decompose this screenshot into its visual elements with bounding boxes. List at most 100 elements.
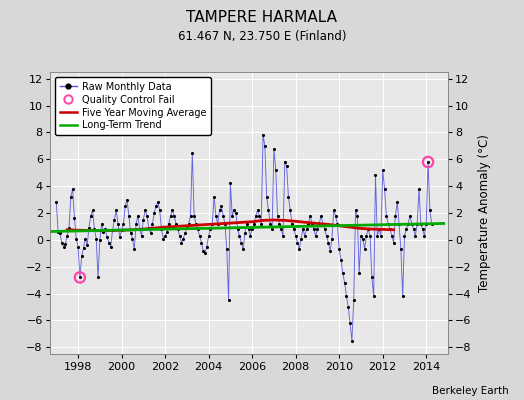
Point [221,220,229,227]
Point [358,235,367,242]
Point [290,226,298,232]
Point [402,226,410,232]
Point [161,233,169,239]
Point [90,226,99,232]
Point [417,220,425,227]
Point [72,235,81,242]
Point [166,212,174,219]
Point [75,274,84,281]
Point [297,235,305,242]
Point [206,226,215,232]
Point [400,233,409,239]
Point [263,194,271,200]
Point [319,220,327,227]
Point [184,220,193,227]
Point [317,212,325,219]
Point [344,304,353,310]
Point [293,239,302,246]
Point [228,212,236,219]
Point [282,163,291,169]
Point [105,239,113,246]
Point [213,220,222,227]
Point [86,212,95,219]
Point [361,246,369,252]
Point [246,233,255,239]
Legend: Raw Monthly Data, Quality Control Fail, Five Year Moving Average, Long-Term Tren: Raw Monthly Data, Quality Control Fail, … [54,77,211,135]
Point [411,233,420,239]
Text: TAMPERE HARMALA: TAMPERE HARMALA [187,10,337,25]
Point [110,216,118,223]
Point [409,226,418,232]
Point [176,233,184,239]
Point [364,226,373,232]
Point [241,230,249,236]
Point [157,226,166,232]
Point [388,233,396,239]
Point [406,212,414,219]
Point [337,257,345,263]
Point [398,293,407,300]
Point [243,220,251,227]
Point [201,250,209,256]
Point [389,239,398,246]
Point [219,212,227,219]
Point [212,212,220,219]
Text: 61.467 N, 23.750 E (Finland): 61.467 N, 23.750 E (Finland) [178,30,346,43]
Point [132,220,140,227]
Point [126,230,135,236]
Point [330,207,338,214]
Point [277,226,286,232]
Point [224,297,233,304]
Point [304,220,313,227]
Point [234,226,242,232]
Point [170,212,178,219]
Point [250,220,258,227]
Point [163,229,171,235]
Point [193,226,202,232]
Point [101,226,110,232]
Point [116,234,124,240]
Point [375,226,383,232]
Point [252,212,260,219]
Point [63,233,71,239]
Point [203,243,211,250]
Point [94,274,102,281]
Point [355,270,363,277]
Point [85,224,93,231]
Point [255,212,264,219]
Point [197,239,205,246]
Point [223,246,231,252]
Point [377,233,385,239]
Point [310,226,318,232]
Point [275,220,283,227]
Point [177,239,185,246]
Point [204,233,213,239]
Point [260,143,269,149]
Point [130,246,138,252]
Point [342,293,351,300]
Point [326,247,334,254]
Point [415,186,423,192]
Point [121,203,129,210]
Point [393,199,401,206]
Point [422,220,430,227]
Point [301,233,309,239]
Point [335,246,343,252]
Point [357,233,365,239]
Point [165,220,173,227]
Point [341,280,349,286]
Point [148,220,157,227]
Point [288,220,296,227]
Point [286,207,294,214]
Point [136,226,144,232]
Point [152,203,160,210]
Point [173,226,182,232]
Point [210,194,219,200]
Point [123,196,131,203]
Point [181,230,189,236]
Point [372,172,380,179]
Point [413,220,421,227]
Point [295,246,303,252]
Point [366,233,374,239]
Point [139,216,148,223]
